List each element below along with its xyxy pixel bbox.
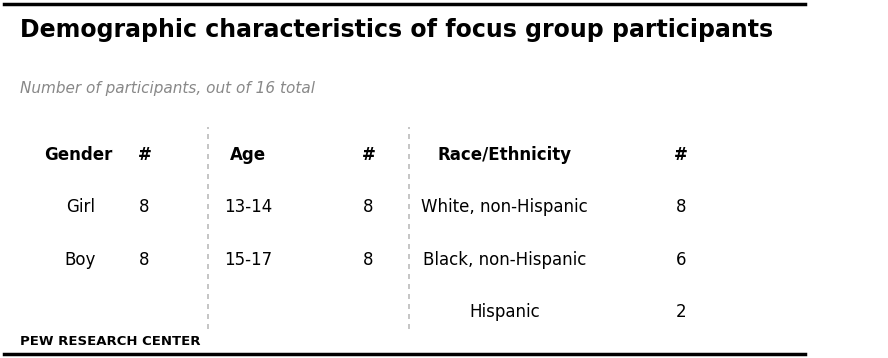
Text: Demographic characteristics of focus group participants: Demographic characteristics of focus gro…: [20, 18, 773, 42]
Text: 2: 2: [676, 303, 686, 321]
Text: Black, non-Hispanic: Black, non-Hispanic: [423, 251, 586, 269]
Text: Hispanic: Hispanic: [470, 303, 540, 321]
Text: 6: 6: [676, 251, 686, 269]
Text: 8: 8: [676, 198, 686, 216]
Text: Race/Ethnicity: Race/Ethnicity: [438, 146, 572, 164]
Text: #: #: [361, 146, 376, 164]
Text: Girl: Girl: [66, 198, 95, 216]
Text: PEW RESEARCH CENTER: PEW RESEARCH CENTER: [20, 335, 201, 348]
Text: 8: 8: [139, 251, 149, 269]
Text: Gender: Gender: [44, 146, 113, 164]
Text: 8: 8: [363, 198, 374, 216]
Text: 8: 8: [363, 251, 374, 269]
Text: Age: Age: [230, 146, 266, 164]
Text: Boy: Boy: [65, 251, 96, 269]
Text: White, non-Hispanic: White, non-Hispanic: [422, 198, 588, 216]
Text: 13-14: 13-14: [225, 198, 273, 216]
Text: #: #: [674, 146, 688, 164]
Text: Number of participants, out of 16 total: Number of participants, out of 16 total: [20, 81, 315, 96]
Text: 15-17: 15-17: [225, 251, 273, 269]
Text: 8: 8: [139, 198, 149, 216]
Text: #: #: [138, 146, 151, 164]
